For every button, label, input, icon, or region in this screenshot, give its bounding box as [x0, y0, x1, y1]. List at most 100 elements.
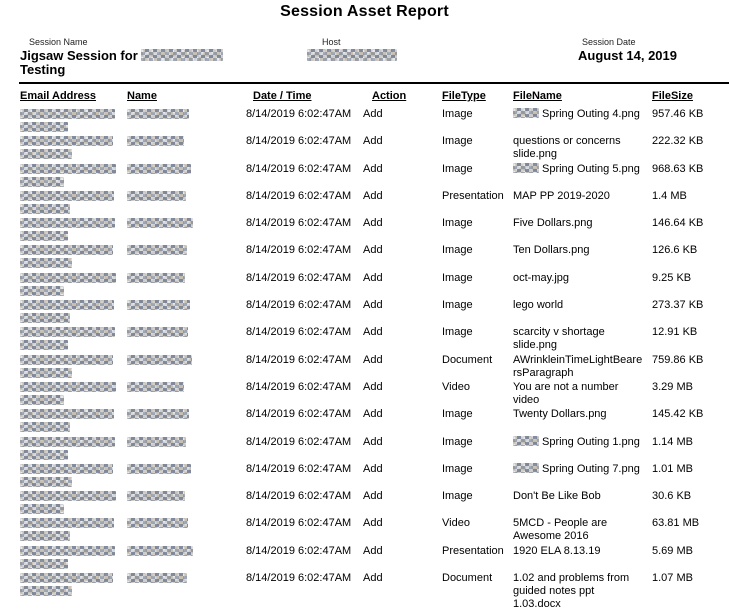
redacted-email-line2 — [20, 531, 70, 542]
report-title: Session Asset Report — [280, 3, 449, 20]
table-row: 8/14/2019 6:02:47AM Add Image Don't Be Li… — [20, 490, 729, 517]
filesize-value: 1.14 MB — [652, 435, 693, 448]
redacted-name — [127, 109, 189, 119]
redacted-email-line1 — [20, 354, 113, 365]
action-value: Add — [363, 353, 383, 366]
filename-value: oct-may.jpg — [513, 271, 570, 284]
datetime-cell: 8/14/2019 6:02:47AM — [243, 299, 363, 312]
redacted-name — [127, 354, 192, 365]
date-value: 8/14/2019 — [246, 435, 295, 448]
header-date-time: Date / Time — [253, 90, 312, 102]
email-cell — [20, 545, 127, 569]
filename-value: Ten Dollars.png — [513, 244, 590, 257]
filename-value: Don't Be Like Bob — [513, 490, 601, 503]
table-row: 8/14/2019 6:02:47AM Add Document AWrinkle… — [20, 354, 729, 381]
time-value: 6:02:47AM — [298, 162, 352, 175]
time-value: 6:02:47AM — [298, 408, 352, 421]
datetime-cell: 8/14/2019 6:02:47AM — [243, 408, 363, 421]
redacted-email-line1 — [20, 327, 115, 338]
date-value: 8/14/2019 — [246, 380, 295, 393]
action-value: Add — [363, 244, 383, 257]
redacted-email-line2 — [20, 394, 64, 405]
filesize-value: 1.07 MB — [652, 572, 693, 585]
time-value: 6:02:47AM — [298, 462, 352, 475]
redacted-name — [127, 518, 188, 529]
datetime-cell: 8/14/2019 6:02:47AM — [243, 272, 363, 285]
redacted-email-line1 — [20, 491, 116, 502]
redacted-name — [127, 218, 193, 229]
filename-value: You are not a number video — [513, 380, 619, 406]
redacted-name — [127, 245, 187, 256]
filetype-value: Image — [442, 217, 473, 230]
name-cell — [127, 326, 243, 338]
filesize-value: 30.6 KB — [652, 490, 692, 503]
name-cell — [127, 517, 243, 529]
time-value: 6:02:47AM — [298, 217, 352, 230]
name-cell — [127, 381, 243, 392]
date-value: 8/14/2019 — [246, 271, 295, 284]
table-row: 8/14/2019 6:02:47AM Add Image Twenty Doll… — [20, 408, 729, 435]
datetime-cell: 8/14/2019 6:02:47AM — [243, 490, 363, 503]
date-value: 8/14/2019 — [246, 244, 295, 257]
datetime-cell: 8/14/2019 6:02:47AM — [243, 545, 363, 558]
filetype-value: Image — [442, 462, 473, 475]
datetime-cell: 8/14/2019 6:02:47AM — [243, 108, 363, 121]
filetype-value: Video — [442, 380, 470, 393]
email-cell — [20, 572, 127, 597]
filetype-value: Image — [442, 435, 473, 448]
filetype-value: Image — [442, 244, 473, 257]
filetype-value: Image — [442, 108, 473, 120]
filesize-value: 222.32 KB — [652, 135, 704, 148]
filesize-value: 5.69 MB — [652, 544, 693, 557]
filesize-value: 145.42 KB — [652, 408, 704, 421]
action-value: Add — [363, 162, 383, 175]
redacted-name — [127, 163, 191, 174]
redacted-email-line1 — [20, 463, 113, 474]
email-cell — [20, 135, 127, 160]
table-row: 8/14/2019 6:02:47AM Add Image Five Dollar… — [20, 217, 729, 244]
redacted-email-line2 — [20, 422, 70, 433]
datetime-cell: 8/14/2019 6:02:47AM — [243, 326, 363, 339]
action-value: Add — [363, 462, 383, 475]
filetype-value: Image — [442, 162, 473, 175]
datetime-cell: 8/14/2019 6:02:47AM — [243, 190, 363, 203]
action-value: Add — [363, 572, 383, 585]
datetime-cell: 8/14/2019 6:02:47AM — [243, 135, 363, 148]
time-value: 6:02:47AM — [298, 435, 352, 448]
redacted-filename-prefix — [513, 162, 539, 173]
redacted-name — [127, 300, 190, 311]
filetype-value: Presentation — [442, 544, 504, 557]
date-value: 8/14/2019 — [246, 408, 295, 421]
filename-value: Spring Outing 5.png — [513, 162, 652, 176]
redacted-email-line1 — [20, 218, 115, 229]
filename-value: questions or concerns slide.png — [513, 135, 621, 161]
filetype-value: Document — [442, 353, 493, 366]
host-value — [307, 49, 487, 61]
time-value: 6:02:47AM — [298, 244, 352, 257]
table-row: 8/14/2019 6:02:47AM Add Image oct-may.jpg… — [20, 272, 729, 299]
name-cell — [127, 299, 243, 311]
datetime-cell: 8/14/2019 6:02:47AM — [243, 436, 363, 449]
filetype-value: Image — [442, 490, 473, 503]
redacted-email-line2 — [20, 586, 72, 597]
datetime-cell: 8/14/2019 6:02:47AM — [243, 244, 363, 257]
redacted-email-line1 — [20, 109, 115, 119]
redacted-filename-prefix — [513, 462, 539, 473]
redacted-email-line2 — [20, 203, 70, 214]
action-value: Add — [363, 408, 383, 421]
redacted-email-line1 — [20, 381, 116, 392]
email-cell — [20, 299, 127, 324]
table-row: 8/14/2019 6:02:47AM Add Presentation 1920… — [20, 545, 729, 572]
redacted-name — [127, 327, 188, 338]
redacted-email-line2 — [20, 149, 72, 160]
name-cell — [127, 190, 243, 201]
header-action: Action — [372, 90, 407, 102]
date-value: 8/14/2019 — [246, 462, 295, 475]
filename-value: 1920 ELA 8.13.19 — [513, 544, 601, 557]
time-value: 6:02:47AM — [298, 380, 352, 393]
date-value: 8/14/2019 — [246, 326, 295, 339]
date-value: 8/14/2019 — [246, 162, 295, 175]
name-cell — [127, 163, 243, 174]
redacted-session-name — [141, 49, 224, 61]
filesize-value: 1.4 MB — [652, 189, 687, 202]
